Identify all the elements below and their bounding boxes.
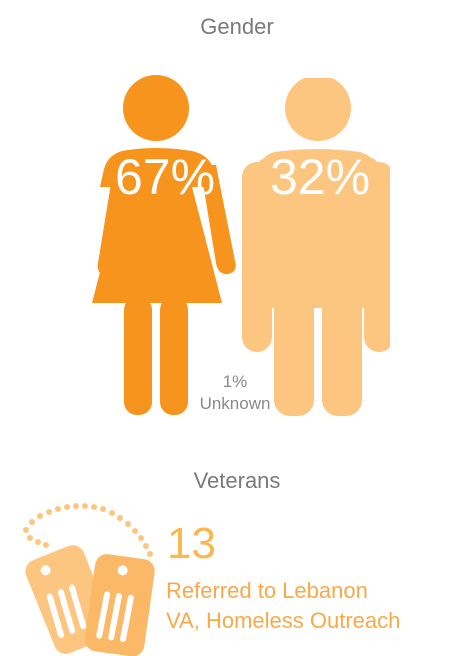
veterans-description-line2: VA, Homeless Outreach <box>166 608 401 633</box>
veterans-count: 13 <box>167 519 216 568</box>
female-percent: 67% <box>114 149 216 205</box>
unknown-gender: 1% Unknown <box>180 371 290 415</box>
male-percent: 32% <box>269 149 371 205</box>
veterans-description-line1: Referred to Lebanon <box>166 578 368 603</box>
gender-title: Gender <box>200 14 274 39</box>
male-figure-icon <box>242 78 390 416</box>
female-figure-icon <box>92 75 236 415</box>
dog-tags-icon <box>23 503 155 656</box>
veterans-description: Referred to Lebanon VA, Homeless Outreac… <box>166 576 466 636</box>
unknown-label: Unknown <box>199 394 271 413</box>
veterans-title: Veterans <box>193 468 281 493</box>
unknown-percent: 1% <box>222 372 248 391</box>
